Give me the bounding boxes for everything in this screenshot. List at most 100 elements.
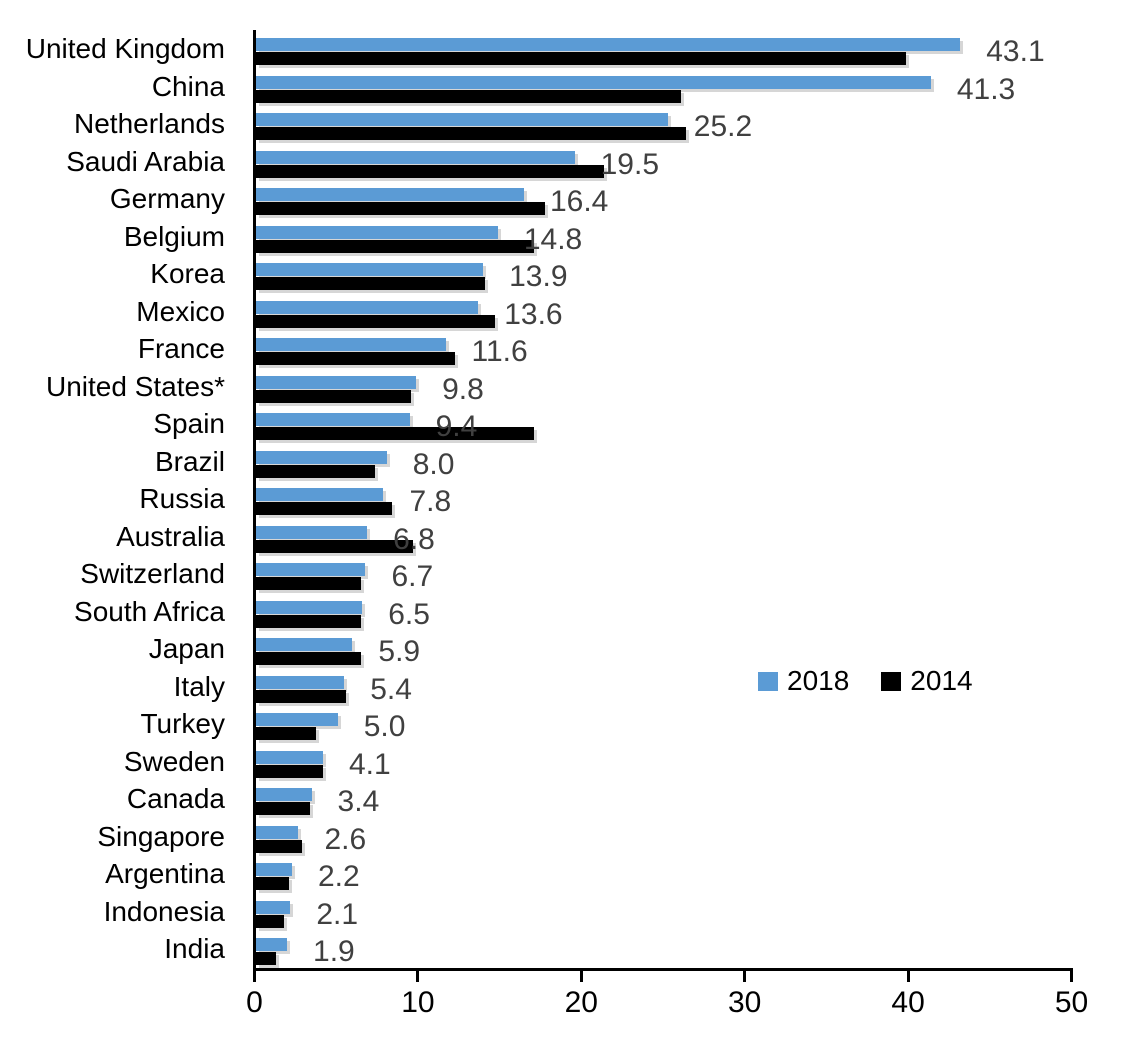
legend-item-2018: 2018 (758, 667, 849, 695)
bar-row: 3.4 (256, 780, 1073, 818)
bar-2014 (256, 52, 907, 65)
bar-2014 (256, 727, 317, 741)
value-label: 9.4 (435, 410, 478, 444)
bar-2014 (256, 502, 392, 516)
bar-2018 (256, 300, 479, 314)
bar-row: 2.6 (256, 818, 1073, 856)
bar-row: 6.7 (256, 555, 1073, 593)
bar-2018 (256, 113, 668, 127)
bar-2018 (256, 863, 292, 877)
bar-row: 5.9 (256, 630, 1073, 668)
bar-2018 (256, 713, 338, 727)
bar-2014 (256, 202, 546, 216)
category-label: Canada (126, 783, 225, 815)
legend-swatch-2018 (758, 671, 778, 691)
bar-2014 (256, 352, 456, 366)
category-label: Switzerland (80, 558, 225, 590)
category-label: United States* (46, 370, 225, 402)
category-label: Argentina (105, 858, 225, 890)
value-label: 43.1 (986, 35, 1045, 68)
bar-2014 (256, 164, 605, 178)
category-label: Spain (153, 408, 225, 440)
bar-row: 2.2 (256, 855, 1073, 893)
bar-row: 9.8 (256, 368, 1073, 406)
value-label: 13.9 (509, 260, 568, 294)
bar-row: 7.8 (256, 480, 1073, 518)
bar-2018 (256, 600, 363, 614)
legend: 2018 2014 (758, 667, 973, 695)
bar-row: 14.8 (256, 218, 1073, 256)
category-label: South Africa (74, 595, 225, 627)
category-label: Belgium (123, 220, 225, 252)
bar-2018 (256, 338, 446, 352)
bar-row: 13.6 (256, 293, 1073, 331)
bar-row: 9.4 (256, 405, 1073, 443)
value-label: 13.6 (504, 297, 563, 331)
value-label: 6.7 (391, 560, 434, 594)
value-label: 41.3 (956, 72, 1016, 106)
bar-2018 (256, 150, 575, 164)
bar-2018 (256, 75, 931, 89)
bar-2014 (256, 427, 534, 441)
category-label: China (151, 70, 225, 102)
bar-2018 (256, 450, 387, 464)
bar-row: 8.0 (256, 443, 1073, 481)
bar-2018 (256, 563, 366, 577)
category-label: Indonesia (103, 895, 225, 927)
x-tick-label: 40 (891, 986, 925, 1019)
bar-2018 (256, 38, 961, 51)
category-label: Turkey (140, 708, 225, 740)
x-tick-label: 30 (728, 986, 762, 1019)
value-label: 1.9 (313, 935, 355, 969)
bar-row: 5.4 (256, 668, 1073, 706)
category-label: Italy (173, 670, 225, 702)
value-label: 14.8 (523, 222, 583, 256)
bar-row: 2.1 (256, 893, 1073, 931)
bar-2018 (256, 375, 417, 389)
category-label: Netherlands (74, 108, 225, 140)
category-label: Mexico (136, 295, 225, 327)
bar-2018 (256, 938, 288, 952)
category-label: Germany (109, 183, 225, 215)
value-label: 16.4 (549, 185, 609, 219)
value-label: 11.6 (471, 335, 528, 369)
value-label: 5.4 (370, 672, 412, 706)
category-labels: United Kingdom China Netherlands Saudi Arab… (0, 30, 225, 968)
bar-2014 (256, 802, 310, 816)
bar-2014 (256, 539, 413, 553)
bar-row: 41.3 (256, 68, 1073, 106)
bar-2018 (256, 488, 384, 502)
bar-row: 6.8 (256, 518, 1073, 556)
bar-2018 (256, 638, 353, 652)
bar-row: 16.4 (256, 180, 1073, 218)
category-label: Saudi Arabia (66, 145, 225, 177)
bar-2018 (256, 825, 299, 839)
bar-2014 (256, 239, 534, 253)
bar-2014 (256, 839, 302, 853)
value-label: 6.5 (388, 597, 430, 631)
value-label: 7.8 (409, 485, 452, 519)
category-label: Korea (150, 258, 225, 290)
value-label: 6.8 (393, 522, 435, 556)
bar-row: 43.1 (256, 30, 1073, 68)
x-tick-mark (743, 971, 747, 982)
legend-swatch-2014 (881, 671, 902, 691)
x-tick-mark (579, 971, 583, 982)
bar-2018 (256, 225, 498, 239)
category-label: Japan (148, 633, 225, 665)
bar-row: 11.6 (256, 330, 1073, 368)
bar-2014 (256, 277, 485, 291)
bar-row: 1.9 (256, 930, 1073, 968)
bar-2014 (256, 952, 276, 966)
bar-2018 (256, 525, 368, 539)
bar-row: 6.5 (256, 593, 1073, 631)
x-tick-mark (1070, 971, 1073, 982)
bar-2014 (256, 914, 284, 928)
bar-2014 (256, 614, 361, 628)
bar-2018 (256, 750, 323, 764)
bar-2018 (256, 900, 291, 914)
x-tick-mark (906, 971, 910, 982)
bar-row: 19.5 (256, 143, 1073, 181)
bar-row: 5.0 (256, 705, 1073, 743)
value-label: 2.1 (316, 897, 359, 931)
